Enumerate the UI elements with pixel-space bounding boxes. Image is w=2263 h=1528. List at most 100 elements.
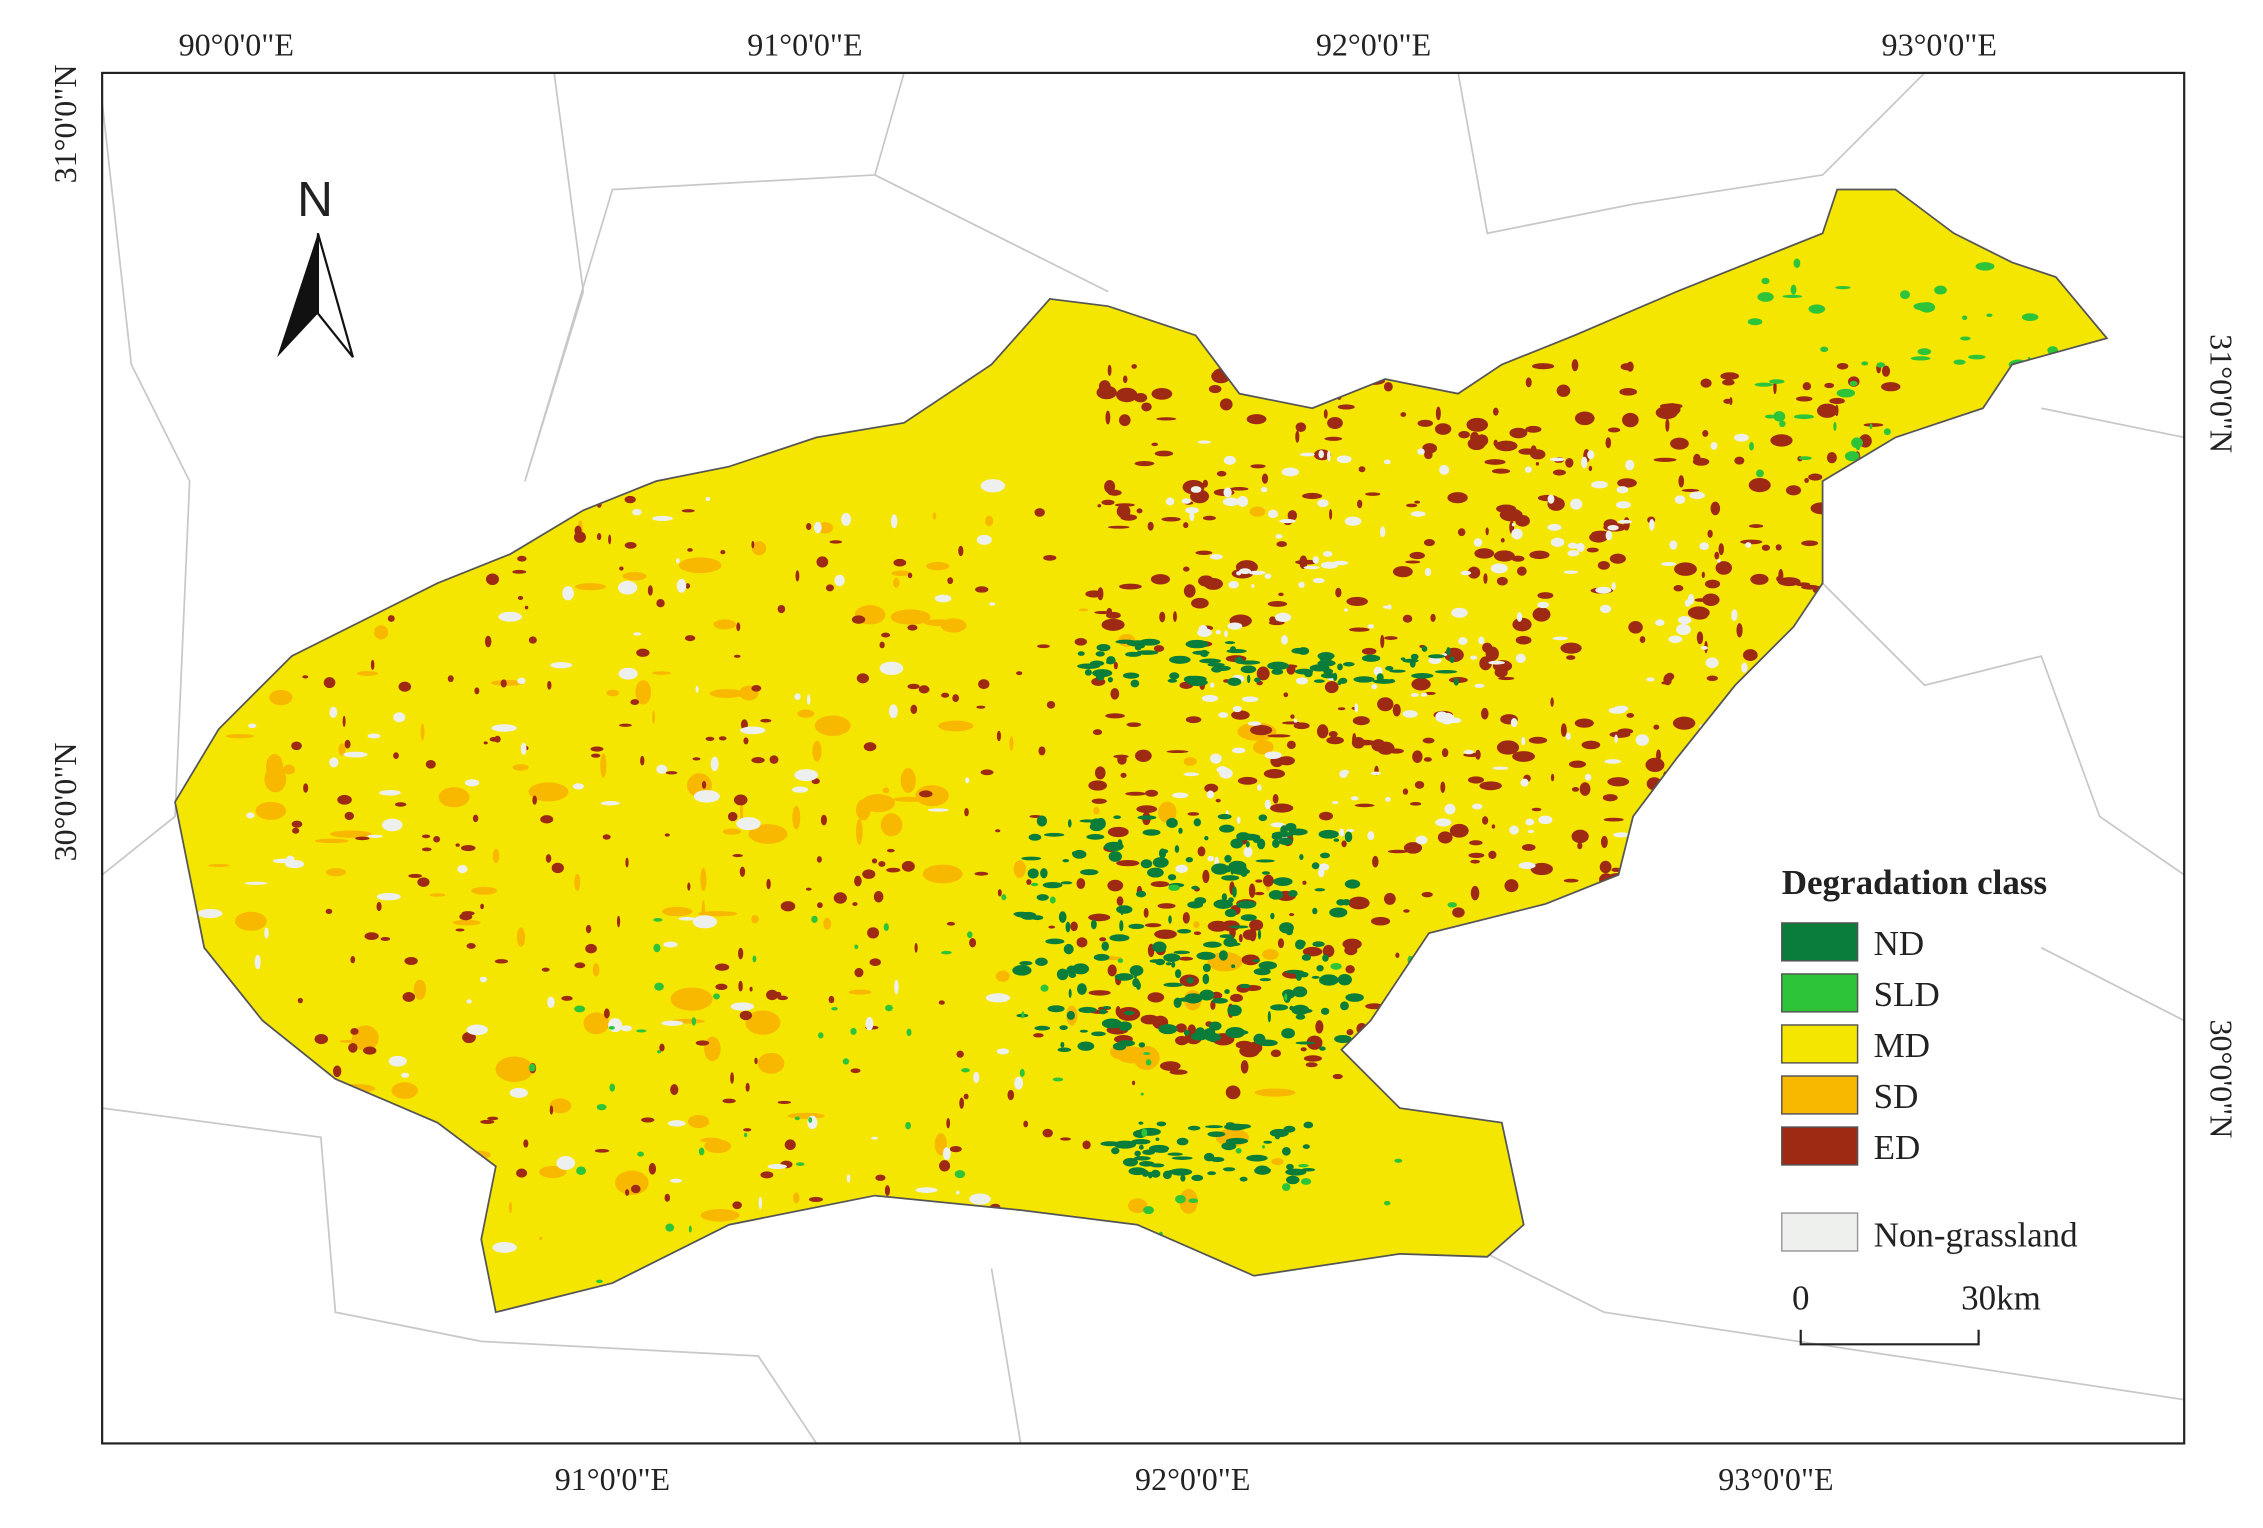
class-patch [1043, 554, 1057, 561]
class-patch [350, 1028, 359, 1035]
class-patch [1354, 703, 1359, 713]
class-patch [1661, 561, 1677, 567]
class-patch [1040, 868, 1048, 879]
class-patch [528, 636, 537, 644]
class-patch [1547, 494, 1555, 504]
class-patch [1872, 492, 1878, 496]
class-patch [1236, 900, 1257, 909]
class-patch [1229, 925, 1249, 929]
class-patch [995, 829, 1001, 833]
class-patch [1179, 1188, 1198, 1214]
class-patch [1150, 1169, 1161, 1178]
class-patch [795, 1162, 805, 1166]
class-patch [1107, 676, 1113, 683]
class-patch [1263, 1140, 1273, 1144]
class-patch [648, 1163, 657, 1175]
class-patch [669, 1178, 682, 1183]
class-patch [1716, 847, 1737, 855]
class-patch [1566, 655, 1576, 660]
class-patch [911, 1223, 919, 1235]
class-patch [297, 997, 303, 1004]
class-patch [1150, 881, 1170, 888]
class-patch [1190, 486, 1202, 493]
class-patch [1525, 818, 1535, 826]
class-patch [1757, 292, 1774, 302]
class-patch [1706, 675, 1718, 681]
class-patch [1749, 441, 1754, 451]
class-patch [429, 893, 446, 897]
class-patch [1734, 456, 1745, 465]
legend-swatch [1781, 1075, 1859, 1115]
class-patch [1440, 781, 1446, 794]
class-patch [1730, 878, 1748, 885]
class-patch [1361, 654, 1381, 662]
class-patch [1169, 1168, 1193, 1176]
class-patch [1199, 658, 1222, 664]
class-patch [808, 1196, 824, 1203]
class-patch [1293, 718, 1298, 723]
class-patch [675, 558, 680, 564]
class-patch [1277, 938, 1285, 949]
class-patch [1224, 854, 1232, 863]
class-patch [1729, 895, 1734, 906]
class-patch [1117, 1040, 1135, 1047]
class-patch [1370, 771, 1382, 775]
class-patch [1761, 277, 1770, 285]
class-patch [1218, 950, 1228, 961]
class-patch [1622, 412, 1639, 428]
class-patch [265, 753, 284, 780]
graticule-label: 30°0'0"N [2203, 1019, 2239, 1138]
class-patch [512, 764, 529, 771]
class-patch [1557, 959, 1572, 973]
class-patch [1780, 777, 1790, 783]
class-patch [1394, 1158, 1403, 1163]
class-patch [1318, 868, 1325, 878]
class-patch [1698, 844, 1715, 855]
class-patch [974, 871, 989, 876]
class-patch [1857, 548, 1878, 560]
class-patch [551, 862, 564, 874]
class-patch [1402, 996, 1421, 1008]
class-patch [1804, 478, 1809, 483]
class-patch [976, 705, 986, 709]
legend-swatch [1781, 973, 1859, 1013]
class-patch [574, 525, 582, 536]
class-patch [362, 1273, 387, 1288]
class-patch [1953, 359, 1966, 365]
class-patch [769, 755, 779, 764]
class-patch [1853, 689, 1877, 695]
class-patch [485, 573, 499, 586]
class-patch [1849, 380, 1858, 387]
class-patch [1269, 1128, 1289, 1138]
class-patch [938, 720, 974, 732]
class-patch [1231, 964, 1236, 969]
class-patch [1705, 657, 1719, 669]
class-patch [1136, 805, 1158, 814]
class-patch [1336, 455, 1352, 464]
class-patch [1476, 1023, 1484, 1027]
class-patch [576, 1166, 586, 1176]
class-patch [590, 746, 604, 752]
class-patch [1511, 528, 1523, 540]
class-patch [1133, 970, 1138, 980]
class-patch [539, 1236, 543, 1241]
class-patch [1163, 982, 1183, 987]
class-patch [1116, 896, 1124, 906]
class-patch [954, 1170, 966, 1179]
class-patch [678, 557, 722, 574]
class-patch [1136, 508, 1143, 514]
class-patch [1679, 804, 1688, 809]
class-patch [235, 911, 267, 931]
class-patch [1116, 1046, 1148, 1064]
class-patch [1221, 893, 1228, 901]
class-patch [1714, 783, 1729, 794]
class-patch [1758, 797, 1762, 808]
class-patch [1257, 784, 1262, 791]
class-patch [479, 976, 487, 983]
class-patch [1119, 583, 1142, 590]
class-patch [413, 979, 427, 1000]
class-patch [1385, 666, 1394, 671]
class-patch [517, 595, 524, 601]
class-patch [1424, 691, 1436, 695]
class-patch [1639, 636, 1646, 644]
